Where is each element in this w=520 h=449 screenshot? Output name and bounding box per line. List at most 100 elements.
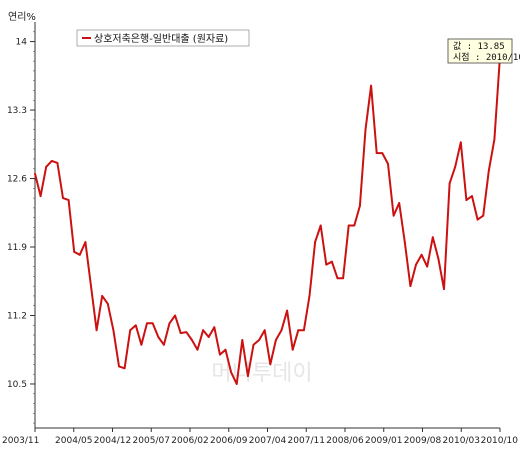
data-point [258, 339, 260, 341]
data-point [493, 138, 496, 141]
data-point [487, 169, 490, 172]
data-point [56, 162, 59, 164]
data-point [62, 197, 64, 200]
series-layer [34, 55, 501, 385]
watermark-logo: 머니투데이 [211, 361, 312, 386]
data-point [269, 363, 272, 366]
x-tick-label: 2010/03 [443, 436, 480, 446]
data-point [163, 343, 165, 346]
x-tick-label: 2009/01 [365, 436, 402, 446]
x-tick-label: 2004/12 [94, 436, 131, 446]
data-point [78, 253, 81, 256]
data-point [202, 329, 205, 332]
data-point [420, 253, 423, 256]
data-point [224, 348, 227, 351]
data-point [381, 152, 384, 155]
data-point [471, 195, 473, 198]
data-point [403, 241, 406, 244]
y-tick-label: 11.2 [7, 311, 27, 321]
data-point [437, 257, 440, 260]
data-point [364, 128, 367, 131]
x-tick-label: 2003/11 [2, 436, 39, 446]
data-point [448, 182, 451, 185]
data-point [336, 277, 339, 280]
data-point [303, 329, 305, 332]
data-point [34, 172, 36, 175]
data-point [241, 339, 244, 341]
data-point [174, 314, 177, 317]
legend-box [76, 29, 250, 47]
data-point [213, 326, 216, 329]
data-point [191, 339, 193, 341]
data-point [73, 251, 76, 253]
data-point [398, 202, 401, 204]
y-axis-label: 연리% [8, 11, 36, 23]
data-point [426, 265, 429, 268]
data-point [319, 224, 322, 227]
y-tick-label: 11.9 [7, 243, 27, 253]
y-tick-label: 10.5 [7, 380, 27, 390]
legend-label: 상호저축은행-일반대출 (원자료) [94, 33, 228, 45]
y-tick-label: 13.3 [7, 106, 27, 116]
data-point [342, 277, 344, 280]
data-point [134, 324, 137, 327]
x-tick-label: 2009/08 [404, 436, 442, 446]
data-point [375, 152, 378, 155]
x-tick-label: 2008/06 [326, 436, 364, 446]
data-point [275, 339, 277, 341]
data-point [392, 214, 395, 217]
data-point [146, 322, 148, 325]
data-point [101, 295, 104, 297]
data-point [168, 322, 171, 325]
tooltip-date: 시점 : 2010/10 [453, 51, 520, 63]
y-axis-ticks: 10.5 11.2 11.9 12.6 13.3 14 [7, 38, 35, 390]
data-point [465, 199, 468, 202]
data-point [409, 285, 412, 287]
data-point [50, 160, 53, 162]
data-point [359, 205, 361, 207]
data-point [443, 288, 445, 290]
data-point [123, 367, 126, 370]
x-axis-ticks: 2003/11 2004/05 2004/12 2005/07 2006/02 2006/… [2, 428, 518, 446]
data-point [207, 336, 210, 338]
data-point [235, 383, 238, 385]
data-point [140, 343, 143, 346]
data-point [291, 348, 294, 351]
x-tick-label: 2010/10 [481, 436, 519, 446]
data-point [415, 263, 417, 266]
data-point [482, 214, 485, 217]
data-point [297, 329, 300, 332]
data-point [459, 141, 462, 144]
data-point [185, 331, 188, 333]
data-point [39, 195, 42, 198]
data-point [331, 260, 333, 263]
data-point [118, 365, 120, 368]
data-point [219, 353, 221, 356]
x-tick-label: 2005/07 [133, 436, 170, 446]
data-point [387, 163, 389, 165]
data-point [353, 224, 356, 227]
data-point [286, 309, 288, 312]
data-point [476, 218, 479, 221]
data-point [308, 295, 311, 297]
data-point [45, 165, 48, 168]
data-point [179, 332, 182, 334]
y-tick-label: 12.6 [7, 175, 27, 185]
data-point [157, 336, 160, 338]
data-point [370, 84, 372, 87]
data-point [106, 302, 109, 305]
data-point [196, 348, 199, 351]
x-tick-label: 2004/05 [55, 436, 92, 446]
data-point [151, 322, 154, 325]
tooltip-box [447, 38, 513, 64]
data-point [263, 329, 266, 332]
data-point [129, 329, 132, 332]
data-point [112, 329, 115, 332]
x-tick-label: 2007/04 [249, 436, 287, 446]
x-tick-label: 2006/09 [210, 436, 248, 446]
data-point [84, 241, 87, 244]
data-point [230, 371, 233, 374]
watermark-text: 머니투데이 [211, 361, 312, 386]
